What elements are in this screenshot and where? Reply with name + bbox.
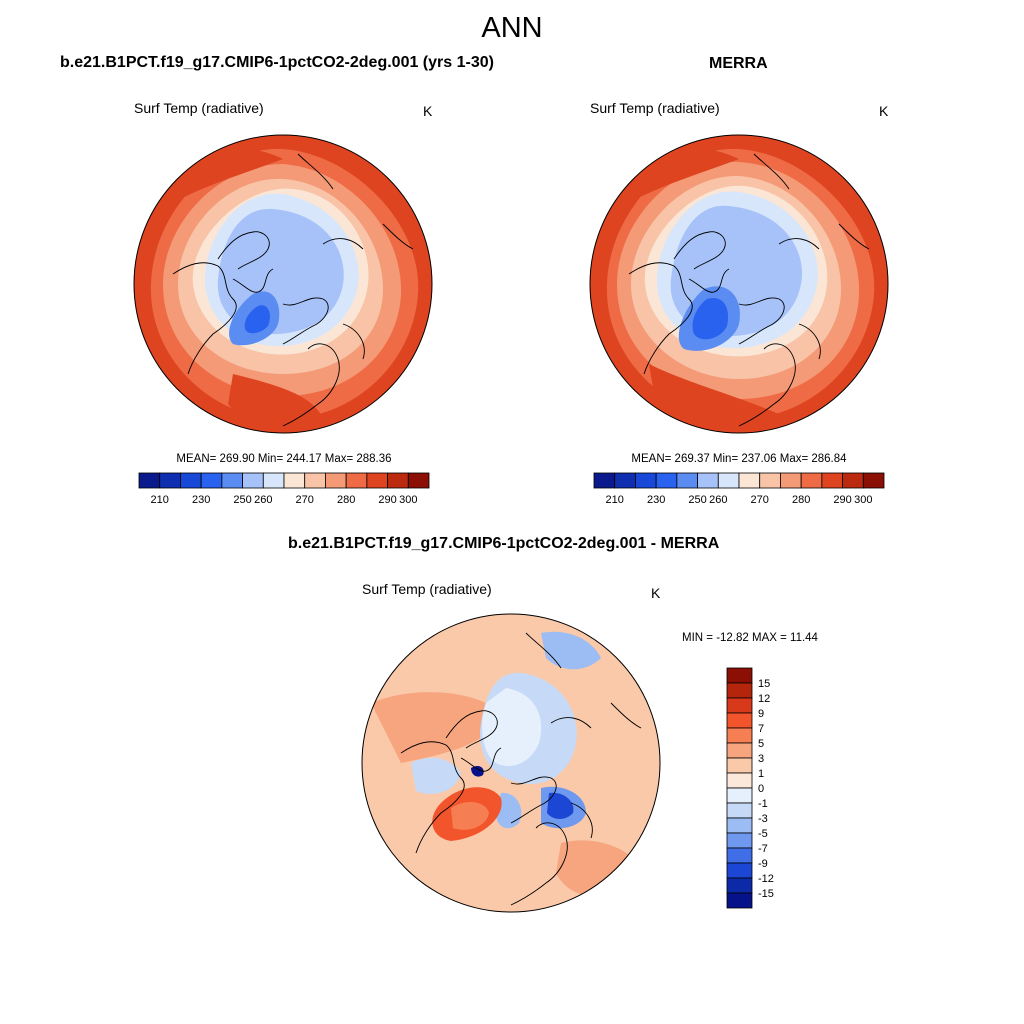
- colorbar-swatch: [593, 472, 616, 489]
- colorbar-swatch: [200, 472, 223, 489]
- colorbar-swatch: [138, 472, 161, 489]
- colorbar-tick-label: -9: [758, 858, 768, 870]
- panel-2-title: MERRA: [709, 55, 768, 72]
- colorbar-tick-label: -1: [758, 798, 768, 810]
- colorbar-tick-label: 260: [254, 494, 272, 506]
- colorbar-swatch: [221, 472, 243, 489]
- colorbar-tick-label: 9: [758, 708, 764, 720]
- colorbar-swatch: [676, 472, 698, 489]
- colorbar-tick-label: -15: [758, 888, 774, 900]
- panel-1-variable-label: Surf Temp (radiative): [134, 100, 264, 116]
- colorbar-swatch: [726, 667, 753, 684]
- colorbar-swatch: [614, 472, 636, 489]
- colorbar-swatch: [655, 472, 678, 489]
- colorbar-tick-label: 260: [709, 494, 727, 506]
- colorbar-tick-label: 210: [151, 494, 169, 506]
- colorbar-tick-label: 250: [233, 494, 251, 506]
- colorbar-tick-label: 250: [688, 494, 706, 506]
- colorbar-tick-label: -7: [758, 843, 768, 855]
- colorbar-tick-label: 12: [758, 693, 770, 705]
- colorbar-tick-label: 210: [606, 494, 624, 506]
- colorbar-tick-label: 280: [337, 494, 355, 506]
- colorbar-tick-label: 3: [758, 753, 764, 765]
- colorbar-tick-label: 270: [751, 494, 769, 506]
- colorbar-swatch: [726, 682, 753, 699]
- panel-2-variable-label: Surf Temp (radiative): [590, 100, 720, 116]
- colorbar-swatch: [726, 832, 753, 849]
- colorbar-swatch: [366, 472, 388, 489]
- colorbar-swatch: [387, 472, 409, 489]
- colorbar-tick-label: 230: [192, 494, 210, 506]
- colorbar-swatch: [800, 472, 823, 489]
- colorbar-swatch: [325, 472, 347, 489]
- colorbar-tick-label: 5: [758, 738, 764, 750]
- panel-2-units-label: K: [879, 103, 889, 119]
- colorbar-swatch: [304, 472, 326, 489]
- panel-2-colorbar: 210 230 250 260 270 280 290 300: [593, 472, 885, 506]
- colorbar-tick-label: 280: [792, 494, 810, 506]
- colorbar-tick-label: 270: [296, 494, 314, 506]
- colorbar-swatch: [262, 472, 285, 489]
- colorbar-swatch: [726, 862, 753, 879]
- colorbar-swatch: [842, 472, 864, 489]
- colorbar-swatch: [726, 802, 753, 819]
- colorbar-swatch: [726, 892, 753, 909]
- colorbar-swatch: [697, 472, 719, 489]
- colorbar-swatch: [821, 472, 843, 489]
- colorbar-swatch: [759, 472, 781, 489]
- colorbar-swatch: [726, 817, 753, 834]
- colorbar-tick-label: 300: [399, 494, 417, 506]
- colorbar-tick-label: 7: [758, 723, 764, 735]
- colorbar-tick-label: 0: [758, 783, 764, 795]
- colorbar-swatch: [407, 472, 430, 489]
- panel-2-stats: MEAN= 269.37 Min= 237.06 Max= 286.84: [631, 453, 847, 465]
- panel-3-title: b.e21.B1PCT.f19_g17.CMIP6-1pctCO2-2deg.0…: [288, 535, 720, 552]
- panel-1-title: b.e21.B1PCT.f19_g17.CMIP6-1pctCO2-2deg.0…: [60, 54, 494, 71]
- colorbar-swatch: [726, 712, 753, 729]
- colorbar-swatch: [726, 742, 753, 759]
- panel-3-colorbar: 15 12 9 7 5 3 1 0 -1 -3 -5 -7 -9 -12 -15: [726, 667, 774, 909]
- colorbar-tick-label: -3: [758, 813, 768, 825]
- colorbar-swatch: [717, 472, 740, 489]
- colorbar-tick-label: 300: [854, 494, 872, 506]
- colorbar-tick-label: 290: [833, 494, 851, 506]
- colorbar-swatch: [635, 472, 657, 489]
- colorbar-tick-label: -5: [758, 828, 768, 840]
- colorbar-tick-label: 230: [647, 494, 665, 506]
- colorbar-swatch: [159, 472, 181, 489]
- colorbar-tick-label: -12: [758, 873, 774, 885]
- panel-1-units-label: K: [423, 103, 433, 119]
- page-title: ANN: [481, 12, 543, 44]
- panel-3-variable-label: Surf Temp (radiative): [362, 581, 492, 597]
- panel-2-polar-map: [589, 134, 889, 434]
- colorbar-swatch: [283, 472, 306, 489]
- colorbar-swatch: [738, 472, 761, 489]
- colorbar-swatch: [862, 472, 885, 489]
- colorbar-tick-label: 15: [758, 678, 770, 690]
- colorbar-swatch: [242, 472, 264, 489]
- colorbar-swatch: [780, 472, 802, 489]
- colorbar-swatch: [726, 877, 753, 894]
- colorbar-swatch: [726, 727, 753, 744]
- panel-3-polar-map: [361, 613, 661, 913]
- panel-3-units-label: K: [651, 585, 661, 601]
- colorbar-swatch: [726, 772, 753, 789]
- colorbar-swatch: [726, 847, 753, 864]
- colorbar-swatch: [345, 472, 368, 489]
- panel-1-stats: MEAN= 269.90 Min= 244.17 Max= 288.36: [176, 453, 392, 465]
- panel-1-polar-map: [133, 134, 433, 434]
- panel-1-colorbar: 210 230 250 260 270 280 290 300: [138, 472, 430, 506]
- colorbar-swatch: [726, 697, 753, 714]
- panel-3-stats: MIN = -12.82 MAX = 11.44: [682, 632, 818, 644]
- colorbar-swatch: [726, 757, 753, 774]
- colorbar-tick-label: 290: [378, 494, 396, 506]
- colorbar-tick-label: 1: [758, 768, 764, 780]
- colorbar-swatch: [726, 787, 753, 804]
- colorbar-swatch: [180, 472, 202, 489]
